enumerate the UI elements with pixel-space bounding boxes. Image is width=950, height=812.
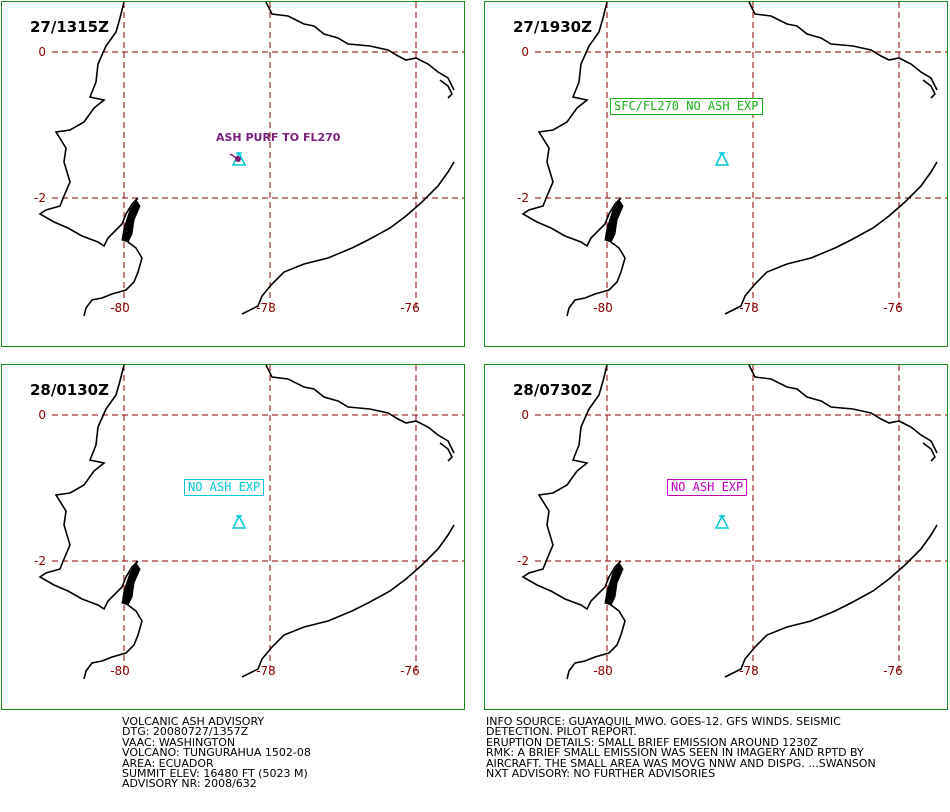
coastline <box>724 161 938 315</box>
longitude-label: -78 <box>739 664 759 678</box>
map-canvas: 0 -2 -80 -78 -76 <box>517 365 947 680</box>
ash-annotation: NO ASH EXP <box>184 479 265 496</box>
advisory-header-text: VOLCANIC ASH ADVISORY DTG: 20080727/1357… <box>122 715 311 791</box>
longitude-label: -76 <box>883 664 903 678</box>
longitude-label: -76 <box>400 301 420 315</box>
map-panel-4: 0 -2 -80 -78 -76 28/0730Z NO ASH EXP <box>484 364 948 710</box>
latitude-label: 0 <box>521 45 529 59</box>
advisory-line: RMK: A BRIEF SMALL EMISSION WAS SEEN IN … <box>486 746 864 760</box>
island <box>121 562 141 606</box>
coastline <box>521 2 622 248</box>
coastline <box>922 442 936 462</box>
coastline <box>38 2 139 248</box>
advisory-details-text: INFO SOURCE: GUAYAQUIL MWO. GOES-12. GFS… <box>486 715 876 781</box>
ash-annotation: ASH PURF TO FL270 <box>216 131 341 144</box>
map-canvas: 0 -2 -80 -78 -76 <box>517 2 947 317</box>
longitude-label: -78 <box>739 301 759 315</box>
advisory-line: NXT ADVISORY: NO FURTHER ADVISORIES <box>486 767 716 781</box>
island <box>121 199 141 243</box>
panel-time: 28/0130Z <box>30 381 109 399</box>
island <box>604 562 624 606</box>
map-panel-2: 0 -2 -80 -78 -76 27/1930Z SFC/FL270 NO ASH E… <box>484 1 948 347</box>
latitude-label: -2 <box>34 554 46 568</box>
volcano-icon <box>714 151 730 166</box>
volcano-icon <box>231 514 247 529</box>
advisory-line: ADVISORY NR: 2008/632 <box>122 777 257 791</box>
advisory-line: VOLCANO: TUNGURAHUA 1502-08 <box>122 746 311 760</box>
coastline <box>748 365 938 454</box>
latitude-label: -2 <box>517 554 529 568</box>
island <box>604 199 624 243</box>
coastline <box>241 161 455 315</box>
coastline <box>38 365 139 611</box>
coastline <box>748 2 938 91</box>
longitude-label: -76 <box>883 301 903 315</box>
map-canvas: 0 -2 -80 -78 -76 <box>34 2 464 317</box>
ash-puff-marker <box>229 153 239 160</box>
latitude-label: 0 <box>38 45 46 59</box>
advisory-line: INFO SOURCE: GUAYAQUIL MWO. GOES-12. GFS… <box>486 715 841 728</box>
advisory-line: DETECTION. PILOT REPORT. <box>486 725 637 739</box>
longitude-label: -80 <box>593 301 613 315</box>
advisory-line: AIRCRAFT. THE SMALL AREA WAS MOVG NNW AN… <box>486 756 876 770</box>
coastline <box>265 365 455 454</box>
coastline <box>724 524 938 678</box>
longitude-label: -78 <box>256 301 276 315</box>
volcano-icon <box>714 514 730 529</box>
map-canvas: 0 -2 -80 -78 -76 <box>34 365 464 680</box>
latitude-label: -2 <box>517 191 529 205</box>
longitude-label: -80 <box>110 301 130 315</box>
longitude-label: -78 <box>256 664 276 678</box>
map-panel-1: 0 -2 -80 -78 -76 27/1315Z ASH PURF TO FL270 <box>1 1 465 347</box>
longitude-label: -80 <box>110 664 130 678</box>
coastline <box>922 79 936 99</box>
map-panel-3: 0 -2 -80 -78 -76 28/0130Z NO ASH EXP <box>1 364 465 710</box>
ash-annotation: SFC/FL270 NO ASH EXP <box>610 98 763 115</box>
advisory-line: SUMMIT ELEV: 16480 FT (5023 M) <box>122 767 308 781</box>
coastline <box>241 524 455 678</box>
longitude-label: -80 <box>593 664 613 678</box>
panel-time: 27/1930Z <box>513 18 592 36</box>
coastline <box>521 365 622 611</box>
advisory-line: ERUPTION DETAILS: SMALL BRIEF EMISSION A… <box>486 735 818 749</box>
advisory-line: VOLCANIC ASH ADVISORY <box>122 715 265 728</box>
latitude-label: -2 <box>34 191 46 205</box>
panel-time: 27/1315Z <box>30 18 109 36</box>
advisory-line: AREA: ECUADOR <box>122 756 214 770</box>
advisory-line: VAAC: WASHINGTON <box>122 735 236 749</box>
panel-time: 28/0730Z <box>513 381 592 399</box>
longitude-label: -76 <box>400 664 420 678</box>
latitude-label: 0 <box>521 408 529 422</box>
coastline <box>265 2 455 91</box>
ash-annotation: NO ASH EXP <box>667 479 748 496</box>
coastline <box>439 442 453 462</box>
advisory-line: DTG: 20080727/1357Z <box>122 725 249 739</box>
latitude-label: 0 <box>38 408 46 422</box>
coastline <box>439 79 453 99</box>
